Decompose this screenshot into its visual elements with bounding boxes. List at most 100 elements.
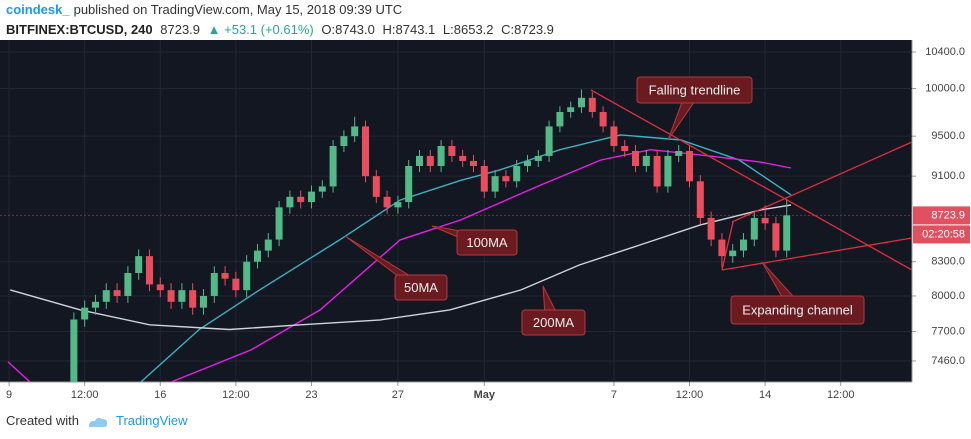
y-tick-label: 9100.0 — [931, 170, 965, 182]
candle-body — [124, 272, 132, 296]
candle-body — [718, 239, 726, 257]
callout-text: 100MA — [466, 235, 508, 250]
callout-text: Falling trendline — [649, 82, 741, 97]
candle-body — [70, 319, 78, 382]
candle-body — [102, 290, 110, 302]
last-price-label: 8723.9 — [931, 209, 965, 221]
open: O:8743.0 — [321, 22, 375, 37]
candle-body — [199, 295, 207, 308]
author[interactable]: coindesk_ — [6, 2, 70, 17]
candle-body — [307, 191, 315, 203]
candle-body — [437, 146, 445, 166]
candle-body — [448, 146, 456, 156]
callout-box — [521, 309, 586, 336]
candle-body — [340, 136, 348, 147]
candle-body — [178, 290, 186, 302]
brand[interactable]: TradingView — [116, 413, 188, 428]
last-price-box — [913, 206, 970, 225]
symbol-line: BITFINEX:BTCUSD, 240 8723.9 ▲ +53.1 (+0.… — [6, 20, 966, 40]
candle-body — [189, 290, 197, 308]
drawings — [590, 89, 912, 271]
candle-body — [221, 272, 229, 279]
candle-body — [415, 155, 424, 166]
candle-body — [156, 284, 164, 291]
trendline — [590, 89, 912, 271]
x-tick-label: 12:00 — [676, 389, 704, 401]
candle-body — [556, 112, 564, 127]
header-line: coindesk_ published on TradingView.com, M… — [6, 0, 966, 20]
published: published on TradingView.com, May 15, 20… — [73, 2, 403, 17]
y-tick-label: 10400.0 — [925, 46, 965, 58]
footer: Created with TradingView — [6, 410, 188, 432]
candle-body — [491, 176, 499, 192]
channel-upper — [731, 141, 912, 223]
candle-body — [502, 176, 510, 182]
candle-body — [707, 217, 715, 240]
candle-body — [740, 239, 748, 251]
candle-body — [167, 290, 175, 302]
candle-body — [60, 434, 67, 439]
candle-body — [329, 146, 337, 187]
candle-body — [631, 150, 640, 166]
callout-box — [730, 295, 865, 325]
created-with: Created with — [6, 413, 79, 428]
x-tick-label: 27 — [392, 389, 404, 401]
candle-body — [275, 207, 283, 240]
candle-body — [513, 165, 521, 182]
candle-body — [210, 272, 218, 296]
callout-text: 50MA — [404, 280, 438, 295]
candle-body — [696, 181, 704, 218]
last: 8723.9 — [160, 22, 201, 37]
ma-line — [7, 148, 792, 382]
candle-body — [426, 155, 434, 166]
y-tick-label: 9500.0 — [931, 130, 965, 142]
candle-body — [577, 97, 586, 108]
header: coindesk_ published on TradingView.com, M… — [6, 0, 966, 40]
candle-body — [361, 126, 370, 177]
x-tick-label: 14 — [759, 389, 771, 401]
candle-body — [318, 186, 326, 192]
candle-body — [135, 256, 143, 273]
x-tick-label: 12:00 — [827, 389, 855, 401]
callout-box — [394, 274, 448, 301]
candle-body — [599, 112, 607, 127]
candle-body — [113, 290, 121, 296]
candle-body — [610, 126, 618, 147]
candle-body — [253, 250, 261, 262]
candle-body — [534, 155, 542, 161]
candle-body — [523, 160, 532, 166]
countdown-box — [913, 225, 970, 244]
callout-text: Expanding channel — [742, 302, 853, 317]
x-tick-label: 23 — [305, 389, 317, 401]
logo — [88, 417, 107, 427]
candle-body — [383, 196, 391, 208]
x-tick-label: 12:00 — [222, 389, 250, 401]
ma-line — [140, 134, 792, 382]
callout-box — [456, 229, 518, 256]
candle-body — [653, 155, 661, 187]
candle-body — [664, 155, 672, 187]
candle-body — [145, 256, 153, 285]
ma-line — [10, 204, 792, 331]
candle-body — [372, 176, 380, 197]
y-tick-label: 8300.0 — [931, 256, 965, 268]
channel-lower — [721, 237, 912, 271]
candle-body — [772, 223, 780, 251]
symbol: BITFINEX:BTCUSD, 240 — [6, 22, 153, 37]
candle-body — [750, 217, 758, 240]
candle-body — [783, 215, 791, 251]
low: L:8653.2 — [442, 22, 494, 37]
candle-body — [232, 278, 240, 291]
candle-body — [394, 202, 402, 208]
candle-body — [480, 165, 488, 192]
candle-body — [567, 107, 575, 113]
candle-body — [642, 155, 650, 166]
candle-body — [675, 150, 683, 156]
candle-body — [49, 434, 56, 439]
callout-text: 200MA — [533, 315, 575, 330]
x-tick-label: 16 — [154, 389, 166, 401]
candle-body — [729, 250, 737, 257]
x-tick-label: 9 — [6, 389, 12, 401]
candle-body — [286, 196, 294, 208]
candle-body — [685, 150, 694, 182]
